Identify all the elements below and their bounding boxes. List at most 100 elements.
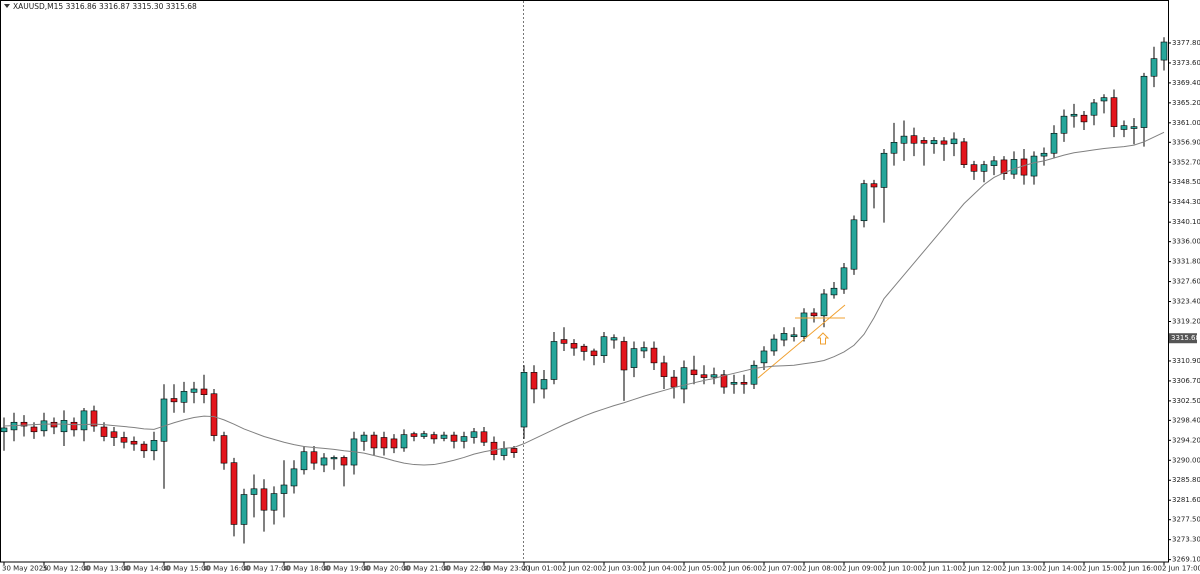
price-label: 3315.68 bbox=[1171, 334, 1200, 342]
candle-body bbox=[970, 164, 978, 172]
candle-body bbox=[700, 374, 708, 378]
candle-body bbox=[390, 438, 398, 449]
x-tick-label: 2 Jun 17:00 bbox=[1162, 565, 1200, 573]
candle-body bbox=[460, 436, 468, 442]
candle-body bbox=[300, 451, 308, 471]
candle-body bbox=[780, 333, 788, 341]
candle-body bbox=[140, 443, 148, 452]
candle-body bbox=[1100, 97, 1108, 102]
candle-body bbox=[990, 160, 998, 166]
y-tick-label: 3348.50 bbox=[1172, 178, 1200, 186]
candle-body bbox=[240, 494, 248, 525]
candle-body bbox=[170, 398, 178, 403]
candle-body bbox=[880, 152, 888, 188]
chart-title: XAUUSD,M15 3316.86 3316.87 3315.30 3315.… bbox=[13, 2, 197, 11]
candle-body bbox=[680, 367, 688, 390]
y-tick-label: 3273.30 bbox=[1172, 536, 1200, 544]
candle-body bbox=[290, 468, 298, 487]
y-tick-label: 3344.30 bbox=[1172, 198, 1200, 206]
x-tick-label: 30 May 20:00 bbox=[362, 565, 410, 573]
x-tick-label: 30 May 17:00 bbox=[242, 565, 290, 573]
candle-body bbox=[710, 374, 718, 378]
y-tick-label: 3340.10 bbox=[1172, 218, 1200, 226]
candle-body bbox=[450, 434, 458, 442]
candle-body bbox=[940, 140, 948, 145]
y-tick-label: 3306.70 bbox=[1172, 377, 1200, 385]
candle-body bbox=[890, 142, 898, 154]
candle-body bbox=[470, 431, 478, 438]
x-tick-label: 2 Jun 02:00 bbox=[562, 565, 602, 573]
candle-body bbox=[1140, 75, 1148, 128]
candles bbox=[0, 37, 1168, 544]
y-tick-label: 3323.40 bbox=[1172, 298, 1200, 306]
candle-body bbox=[1070, 113, 1078, 117]
candle-body bbox=[380, 437, 388, 449]
candle-body bbox=[410, 433, 418, 437]
menu-triangle[interactable] bbox=[4, 4, 10, 8]
candle-body bbox=[630, 348, 638, 368]
candle-body bbox=[600, 336, 608, 357]
candle-body bbox=[110, 431, 118, 438]
candle-body bbox=[1130, 126, 1138, 129]
y-tick-label: 3361.00 bbox=[1172, 119, 1200, 127]
x-tick-label: 2 Jun 12:00 bbox=[962, 565, 1002, 573]
candle-body bbox=[660, 362, 668, 377]
candle-body bbox=[1010, 159, 1018, 175]
x-tick-label: 2 Jun 09:00 bbox=[842, 565, 882, 573]
candle-body bbox=[30, 426, 38, 433]
candle-body bbox=[220, 435, 228, 464]
x-tick-label: 2 Jun 11:00 bbox=[922, 565, 962, 573]
x-tick-label: 30 May 23:00 bbox=[482, 565, 530, 573]
x-tick-label: 30 May 15:00 bbox=[162, 565, 210, 573]
candle-body bbox=[820, 293, 828, 317]
candle-body bbox=[720, 374, 728, 388]
x-tick-label: 2 Jun 16:00 bbox=[1122, 565, 1162, 573]
x-tick-label: 2 Jun 14:00 bbox=[1042, 565, 1082, 573]
candle-body bbox=[1120, 125, 1128, 130]
moving-average bbox=[3, 131, 1165, 466]
candle-body bbox=[250, 488, 258, 495]
y-tick-label: 3356.90 bbox=[1172, 138, 1200, 146]
candle-body bbox=[100, 426, 108, 437]
candle-body bbox=[370, 434, 378, 449]
candle-body bbox=[1150, 58, 1158, 77]
candle-body bbox=[20, 421, 28, 427]
candle-body bbox=[260, 488, 268, 511]
candle-body bbox=[960, 141, 968, 165]
y-tick-label: 3331.80 bbox=[1172, 258, 1200, 266]
candle-body bbox=[530, 372, 538, 390]
y-tick-label: 3369.40 bbox=[1172, 79, 1200, 87]
candle-body bbox=[500, 448, 508, 456]
candle-body bbox=[560, 339, 568, 344]
candle-body bbox=[640, 347, 648, 352]
x-tick-label: 30 May 16:00 bbox=[202, 565, 250, 573]
candle-body bbox=[540, 379, 548, 390]
candle-body bbox=[490, 441, 498, 455]
candle-body bbox=[580, 345, 588, 352]
candle-body bbox=[180, 391, 188, 403]
plot-frame bbox=[0, 0, 1169, 563]
x-tick-label: 30 May 13:00 bbox=[82, 565, 130, 573]
candle-body bbox=[270, 493, 278, 511]
candle-body bbox=[120, 437, 128, 443]
candle-body bbox=[400, 434, 408, 449]
candle-body bbox=[760, 350, 768, 364]
x-tick-label: 2 Jun 01:00 bbox=[522, 565, 562, 573]
x-tick-label: 2 Jun 08:00 bbox=[802, 565, 842, 573]
candle-body bbox=[740, 382, 748, 385]
candle-body bbox=[40, 420, 48, 432]
candle-body bbox=[190, 388, 198, 393]
candle-body bbox=[0, 427, 8, 433]
candle-body bbox=[730, 382, 738, 385]
y-tick-label: 3294.20 bbox=[1172, 436, 1200, 444]
candle-body bbox=[430, 434, 438, 440]
candle-body bbox=[230, 462, 238, 525]
candle-body bbox=[980, 164, 988, 172]
candle-body bbox=[1110, 97, 1118, 127]
candle-body bbox=[1050, 132, 1058, 154]
candle-body bbox=[440, 434, 448, 439]
candle-body bbox=[60, 420, 68, 433]
candle-body bbox=[810, 312, 818, 317]
y-tick-label: 3269.10 bbox=[1172, 556, 1200, 564]
candle-body bbox=[610, 337, 618, 341]
